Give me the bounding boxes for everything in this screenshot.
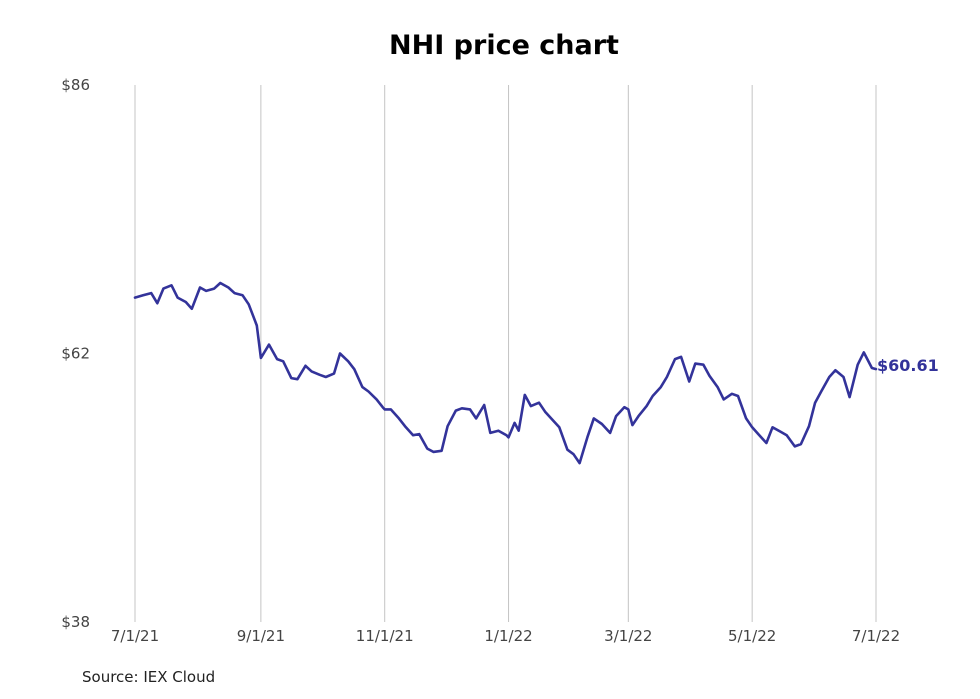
y-tick-label: $86 (61, 76, 90, 94)
x-tick-label: 11/1/21 (356, 627, 414, 645)
price-line-layer (133, 281, 878, 465)
last-value-label: $60.61 (877, 356, 939, 375)
x-tick-label: 9/1/21 (237, 627, 285, 645)
x-tick-label: 3/1/22 (604, 627, 652, 645)
grid-lines (134, 85, 877, 622)
x-axis-tick-labels: 7/1/21 9/1/21 11/1/21 1/1/22 3/1/22 5/1/22 7/1… (111, 627, 900, 645)
y-tick-label: $62 (61, 345, 90, 363)
chart-title: NHI price chart (389, 30, 619, 61)
y-axis-tick-labels: $86 $62 $38 (61, 76, 90, 631)
source-note: Source: IEX Cloud (82, 668, 216, 686)
price-series-line (133, 281, 878, 465)
x-tick-label: 1/1/22 (484, 627, 532, 645)
x-tick-label: 7/1/22 (852, 627, 900, 645)
x-tick-label: 7/1/21 (111, 627, 159, 645)
x-tick-label: 5/1/22 (728, 627, 776, 645)
y-tick-label: $38 (61, 613, 90, 631)
last-value-label-layer: $60.61 (877, 356, 939, 375)
